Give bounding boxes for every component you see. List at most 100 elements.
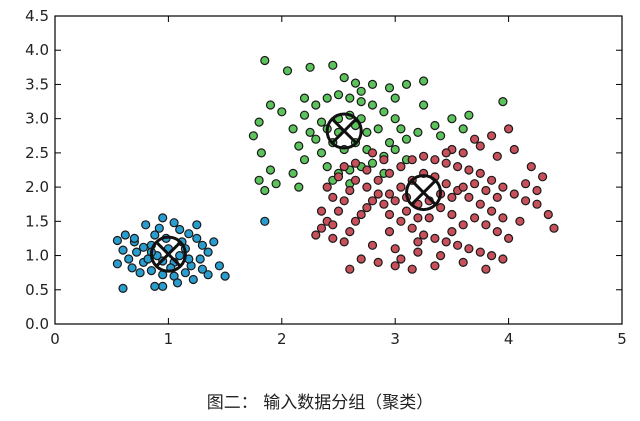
data-point <box>481 185 491 196</box>
data-point <box>470 179 480 189</box>
data-point <box>384 209 395 220</box>
data-point <box>158 281 168 291</box>
data-point <box>333 206 344 216</box>
data-point <box>436 131 446 141</box>
data-point <box>470 134 480 144</box>
data-point <box>316 117 327 127</box>
data-point <box>260 185 270 196</box>
data-point <box>487 206 497 216</box>
x-tick-label: 4 <box>504 330 514 348</box>
data-point <box>504 233 514 243</box>
data-point <box>169 218 179 228</box>
data-point <box>112 235 123 246</box>
data-point <box>537 172 548 182</box>
data-point <box>339 72 349 83</box>
data-point <box>146 266 156 276</box>
data-point <box>345 264 355 274</box>
data-point <box>362 165 372 175</box>
x-tick-label: 3 <box>390 330 400 348</box>
data-point <box>390 244 400 254</box>
points-layer <box>112 55 559 293</box>
data-point <box>328 192 338 202</box>
data-point <box>305 62 315 72</box>
data-point <box>509 189 519 199</box>
data-point <box>384 138 395 148</box>
data-point <box>180 268 190 278</box>
data-point <box>356 96 366 107</box>
data-point <box>356 209 366 220</box>
data-point <box>401 206 412 216</box>
data-point <box>339 162 349 172</box>
data-point <box>209 237 219 247</box>
data-point <box>260 216 270 226</box>
data-point <box>384 168 395 178</box>
data-point <box>436 251 446 261</box>
data-point <box>254 117 264 127</box>
data-point <box>192 220 202 230</box>
data-point <box>288 168 298 178</box>
data-point <box>436 203 446 213</box>
data-point <box>373 175 383 185</box>
data-point <box>172 278 183 288</box>
data-point <box>339 196 349 206</box>
data-point <box>379 107 389 117</box>
data-point <box>447 114 457 124</box>
data-point <box>390 261 400 271</box>
y-tick-label: 3.0 <box>25 110 49 128</box>
data-point <box>328 220 338 230</box>
data-point <box>413 213 423 223</box>
data-point <box>413 247 423 257</box>
data-point <box>138 242 149 252</box>
data-point <box>175 224 185 235</box>
data-point <box>322 162 332 172</box>
data-point <box>419 230 429 240</box>
data-point <box>328 60 338 70</box>
data-point <box>430 120 440 131</box>
data-point <box>424 213 434 223</box>
data-point <box>458 257 468 267</box>
data-point <box>350 158 361 168</box>
data-point <box>188 274 198 285</box>
data-point <box>220 271 230 281</box>
data-point <box>195 254 205 264</box>
data-point <box>532 199 542 209</box>
data-point <box>112 259 123 269</box>
data-point <box>299 93 310 103</box>
data-point <box>396 254 406 264</box>
data-point <box>203 247 213 257</box>
data-point <box>492 192 502 202</box>
data-point <box>362 203 372 213</box>
data-point <box>515 216 525 226</box>
data-point <box>498 213 508 223</box>
data-point <box>350 216 361 226</box>
y-tick-label: 3.5 <box>25 75 49 93</box>
data-point <box>367 240 378 250</box>
x-tick-label: 2 <box>277 330 287 348</box>
x-tick-label: 5 <box>617 330 627 348</box>
data-point <box>458 124 468 134</box>
data-point <box>373 124 383 134</box>
data-point <box>322 93 332 103</box>
data-point <box>175 251 185 261</box>
data-point <box>543 209 553 220</box>
data-point <box>132 247 142 257</box>
data-point <box>305 127 315 137</box>
data-point <box>362 182 372 192</box>
data-point <box>150 230 160 240</box>
y-tick-label: 2.5 <box>25 144 49 162</box>
data-point <box>475 141 485 151</box>
data-point <box>254 175 264 185</box>
data-point <box>458 220 468 230</box>
x-tick-label: 0 <box>50 330 60 348</box>
data-point <box>367 158 378 168</box>
data-point <box>345 185 355 196</box>
data-point <box>430 261 440 271</box>
data-point <box>390 114 400 124</box>
data-point <box>390 93 400 103</box>
data-point <box>487 131 497 141</box>
data-point <box>441 237 451 247</box>
data-point <box>367 148 378 158</box>
data-point <box>407 223 417 233</box>
centroid-marker <box>149 235 187 273</box>
centroid-layer <box>149 112 443 273</box>
